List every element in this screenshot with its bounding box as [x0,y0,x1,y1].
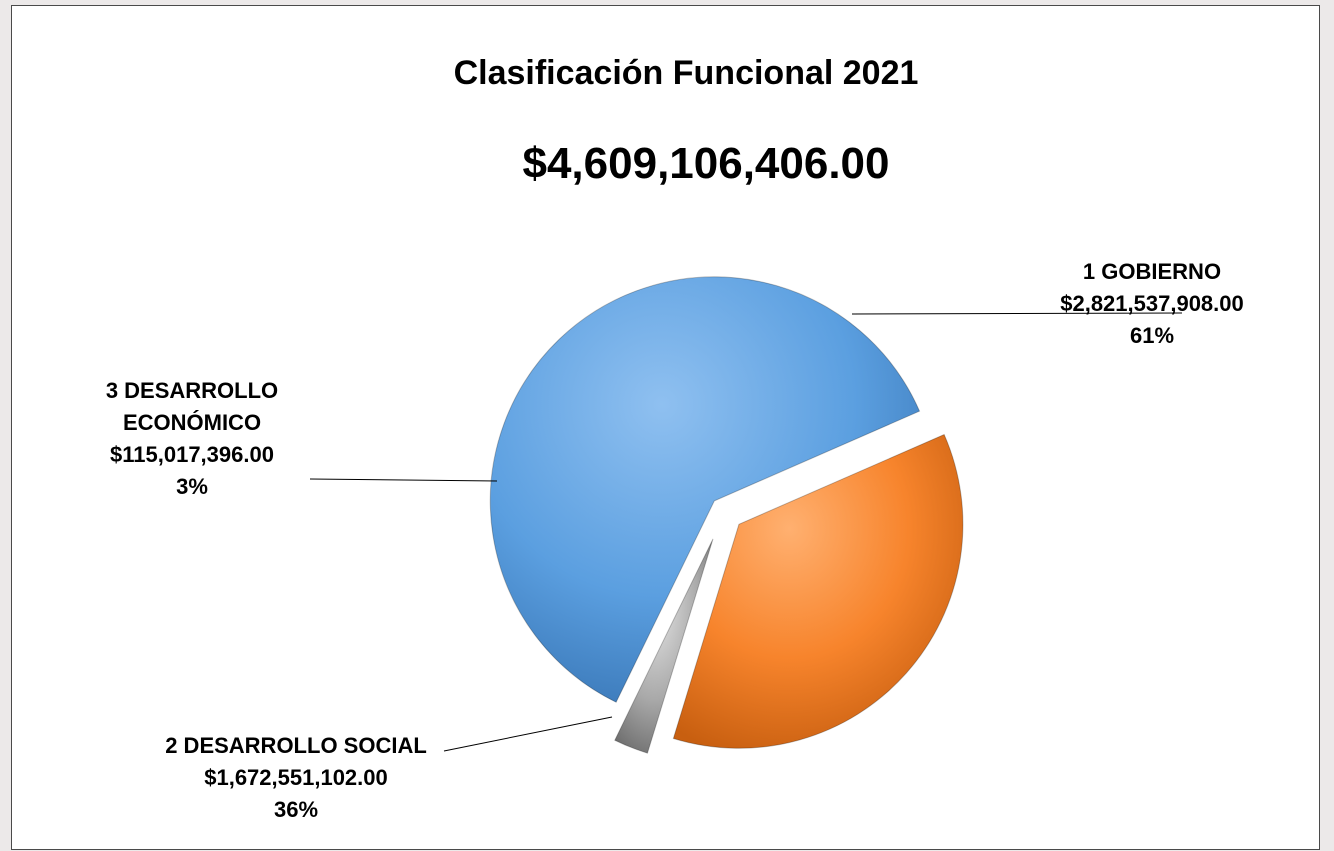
chart-frame: Clasificación Funcional 2021 $4,609,106,… [11,5,1320,850]
leader-line [851,312,1183,315]
slice-desarrollo-social [672,433,964,749]
pie-chart: Clasificación Funcional 2021 $4,609,106,… [106,54,1244,822]
slice-name-label: 1 GOBIERNO [1083,259,1221,284]
slice-percent-label: 61% [1130,323,1174,348]
slice-desarrollo-economico [614,538,714,754]
slice-name-label: ECONÓMICO [123,410,261,435]
slice-value-label: $1,672,551,102.00 [204,765,388,790]
slice-name-label: 2 DESARROLLO SOCIAL [165,733,427,758]
leader-line [443,716,613,752]
slice-percent-label: 36% [274,797,318,822]
leader-line [309,478,498,482]
slice-value-label: $2,821,537,908.00 [1060,291,1244,316]
slice-percent-label: 3% [176,474,208,499]
chart-title: Clasificación Funcional 2021 [454,54,919,92]
chart-total: $4,609,106,406.00 [522,139,889,188]
slice-name-label: 3 DESARROLLO [106,378,278,403]
slice-value-label: $115,017,396.00 [110,442,274,467]
slice-gobierno [489,276,921,703]
